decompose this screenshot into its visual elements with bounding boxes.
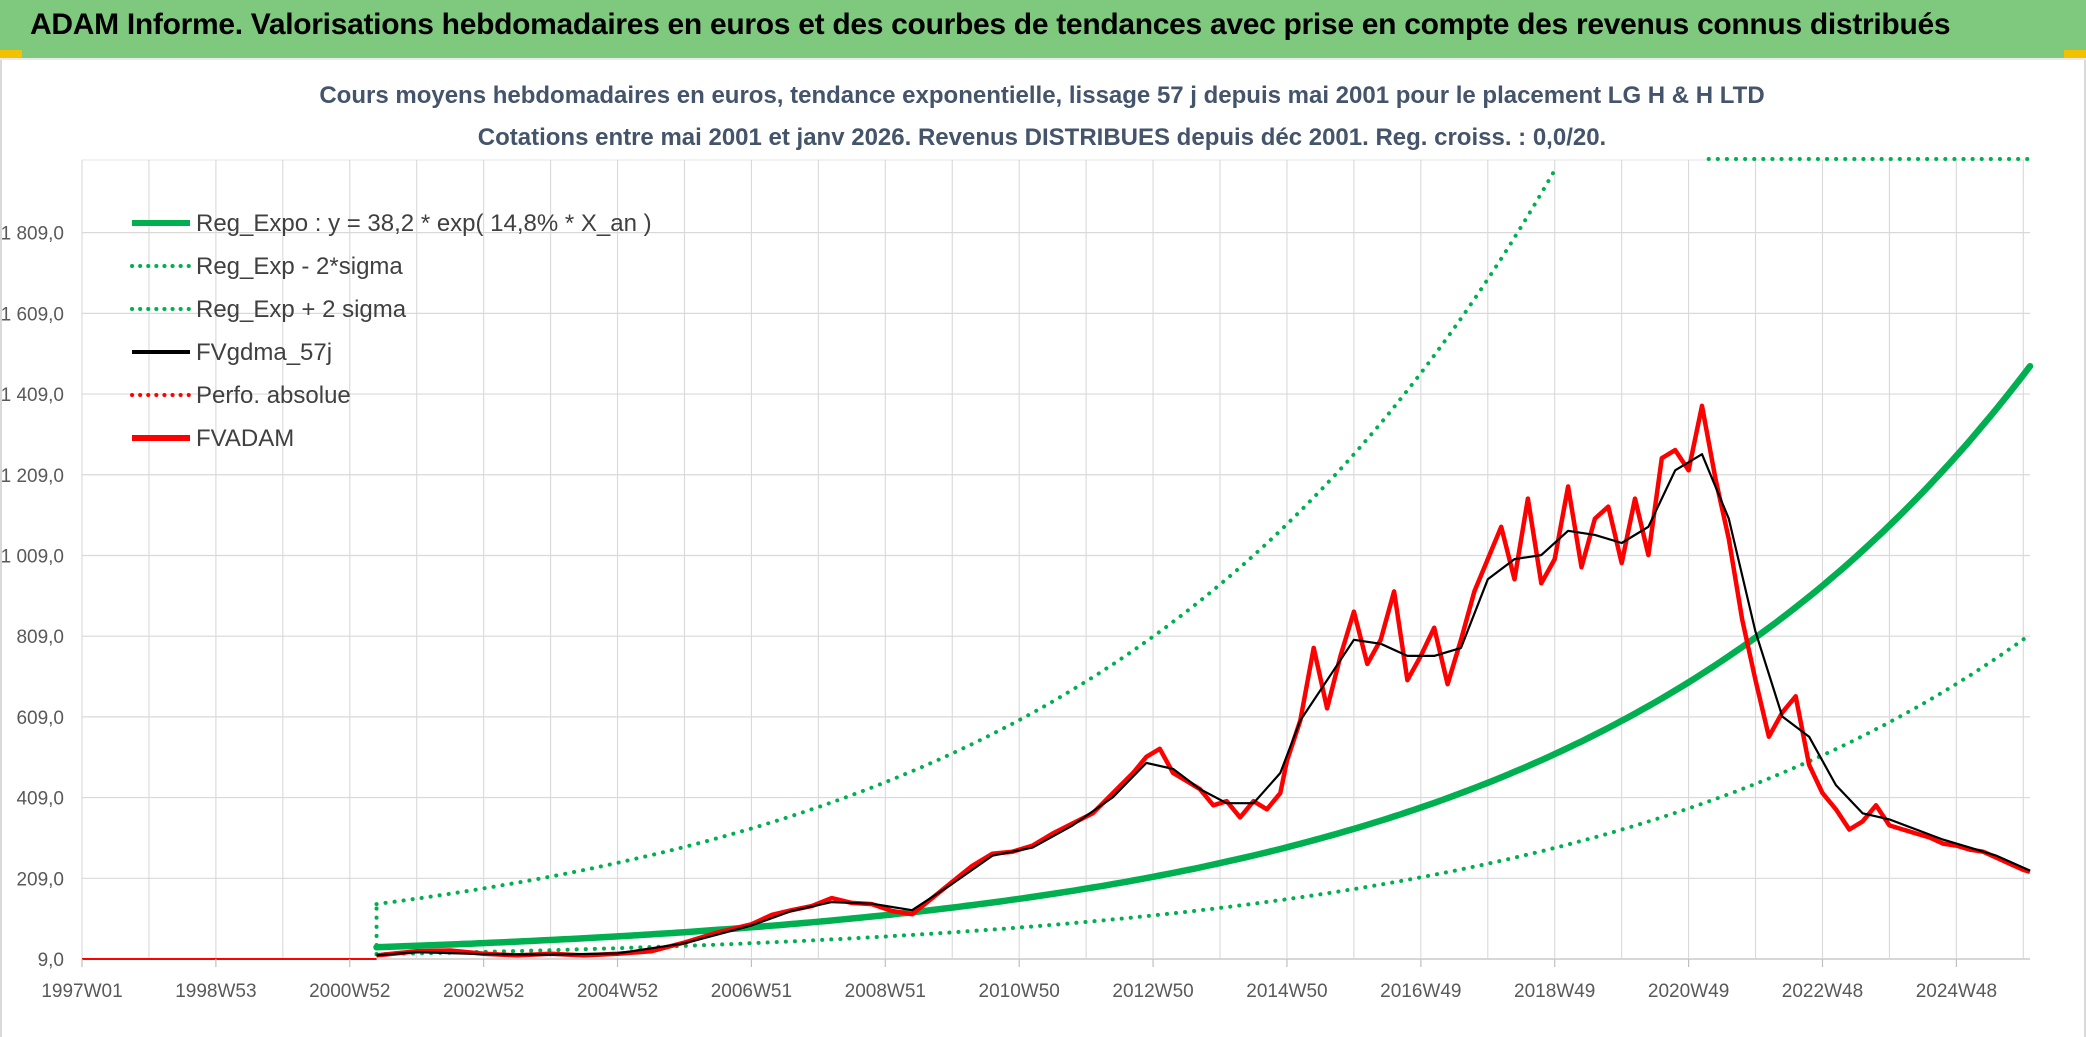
banner-corner-right — [2064, 50, 2086, 58]
legend: Reg_Expo : y = 38,2 * exp( 14,8% * X_an … — [130, 210, 652, 452]
y-tick-label: 1 209,0 — [2, 466, 64, 487]
legend-label: FVADAM — [196, 425, 294, 452]
series-layer — [82, 157, 2034, 960]
fvadam-line — [376, 403, 2031, 958]
y-tick-label: 609,0 — [16, 708, 64, 729]
y-tick-label: 1 809,0 — [2, 224, 64, 245]
x-tick-label: 2010W50 — [979, 981, 1060, 1002]
x-tick-label: 2020W49 — [1648, 981, 1729, 1002]
reg-expo-line — [373, 362, 2034, 951]
y-tick-label: 1 609,0 — [2, 304, 64, 325]
x-tick-label: 2006W51 — [711, 981, 792, 1002]
top-banner: ADAM Informe. Valorisations hebdomadaire… — [0, 0, 2086, 60]
y-tick-label: 1 409,0 — [2, 385, 64, 406]
x-tick-label: 2012W50 — [1112, 981, 1193, 1002]
chart-title-line-1: Cours moyens hebdomadaires en euros, ten… — [319, 82, 1764, 109]
y-tick-label: 9,0 — [38, 950, 64, 971]
chart-title-line-2: Cotations entre mai 2001 et janv 2026. R… — [478, 124, 1606, 151]
x-tick-label: 1998W53 — [175, 981, 256, 1002]
reg-exp-plus-2sigma-line — [374, 168, 1557, 907]
y-tick-label: 1 009,0 — [2, 546, 64, 567]
x-tick-label: 2008W51 — [845, 981, 926, 1002]
x-tick-label: 1997W01 — [41, 981, 122, 1002]
legend-label: Reg_Expo : y = 38,2 * exp( 14,8% * X_an … — [196, 210, 652, 237]
banner-corner-left — [0, 50, 22, 58]
x-tick-label: 2002W52 — [443, 981, 524, 1002]
axis-layer: 9,0 209,0 409,0 609,0 809,0 1 009,0 1 209,0 1 4… — [2, 224, 1997, 1002]
x-tick-label: 2024W48 — [1916, 981, 1997, 1002]
y-tick-label: 209,0 — [16, 869, 64, 890]
chart-frame: 9,0 209,0 409,0 609,0 809,0 1 009,0 1 209,0 1 4… — [0, 60, 2086, 1037]
legend-label: Perfo. absolue — [196, 382, 351, 409]
fvgdma-57j-line — [376, 453, 2031, 957]
reg-exp-minus-2sigma-line — [374, 632, 2032, 957]
x-tick-label: 2004W52 — [577, 981, 658, 1002]
x-tick-label: 2022W48 — [1782, 981, 1863, 1002]
y-tick-label: 409,0 — [16, 789, 64, 810]
line-chart: 9,0 209,0 409,0 609,0 809,0 1 009,0 1 209,0 1 4… — [2, 82, 2034, 1002]
legend-label: FVgdma_57j — [196, 339, 332, 366]
x-tick-label: 2018W49 — [1514, 981, 1595, 1002]
x-tick-label: 2016W49 — [1380, 981, 1461, 1002]
legend-label: Reg_Exp + 2 sigma — [196, 296, 407, 323]
x-tick-label: 2000W52 — [309, 981, 390, 1002]
legend-label: Reg_Exp - 2*sigma — [196, 253, 403, 280]
y-tick-label: 809,0 — [16, 627, 64, 648]
banner-title: ADAM Informe. Valorisations hebdomadaire… — [30, 8, 1951, 41]
x-tick-label: 2014W50 — [1246, 981, 1327, 1002]
